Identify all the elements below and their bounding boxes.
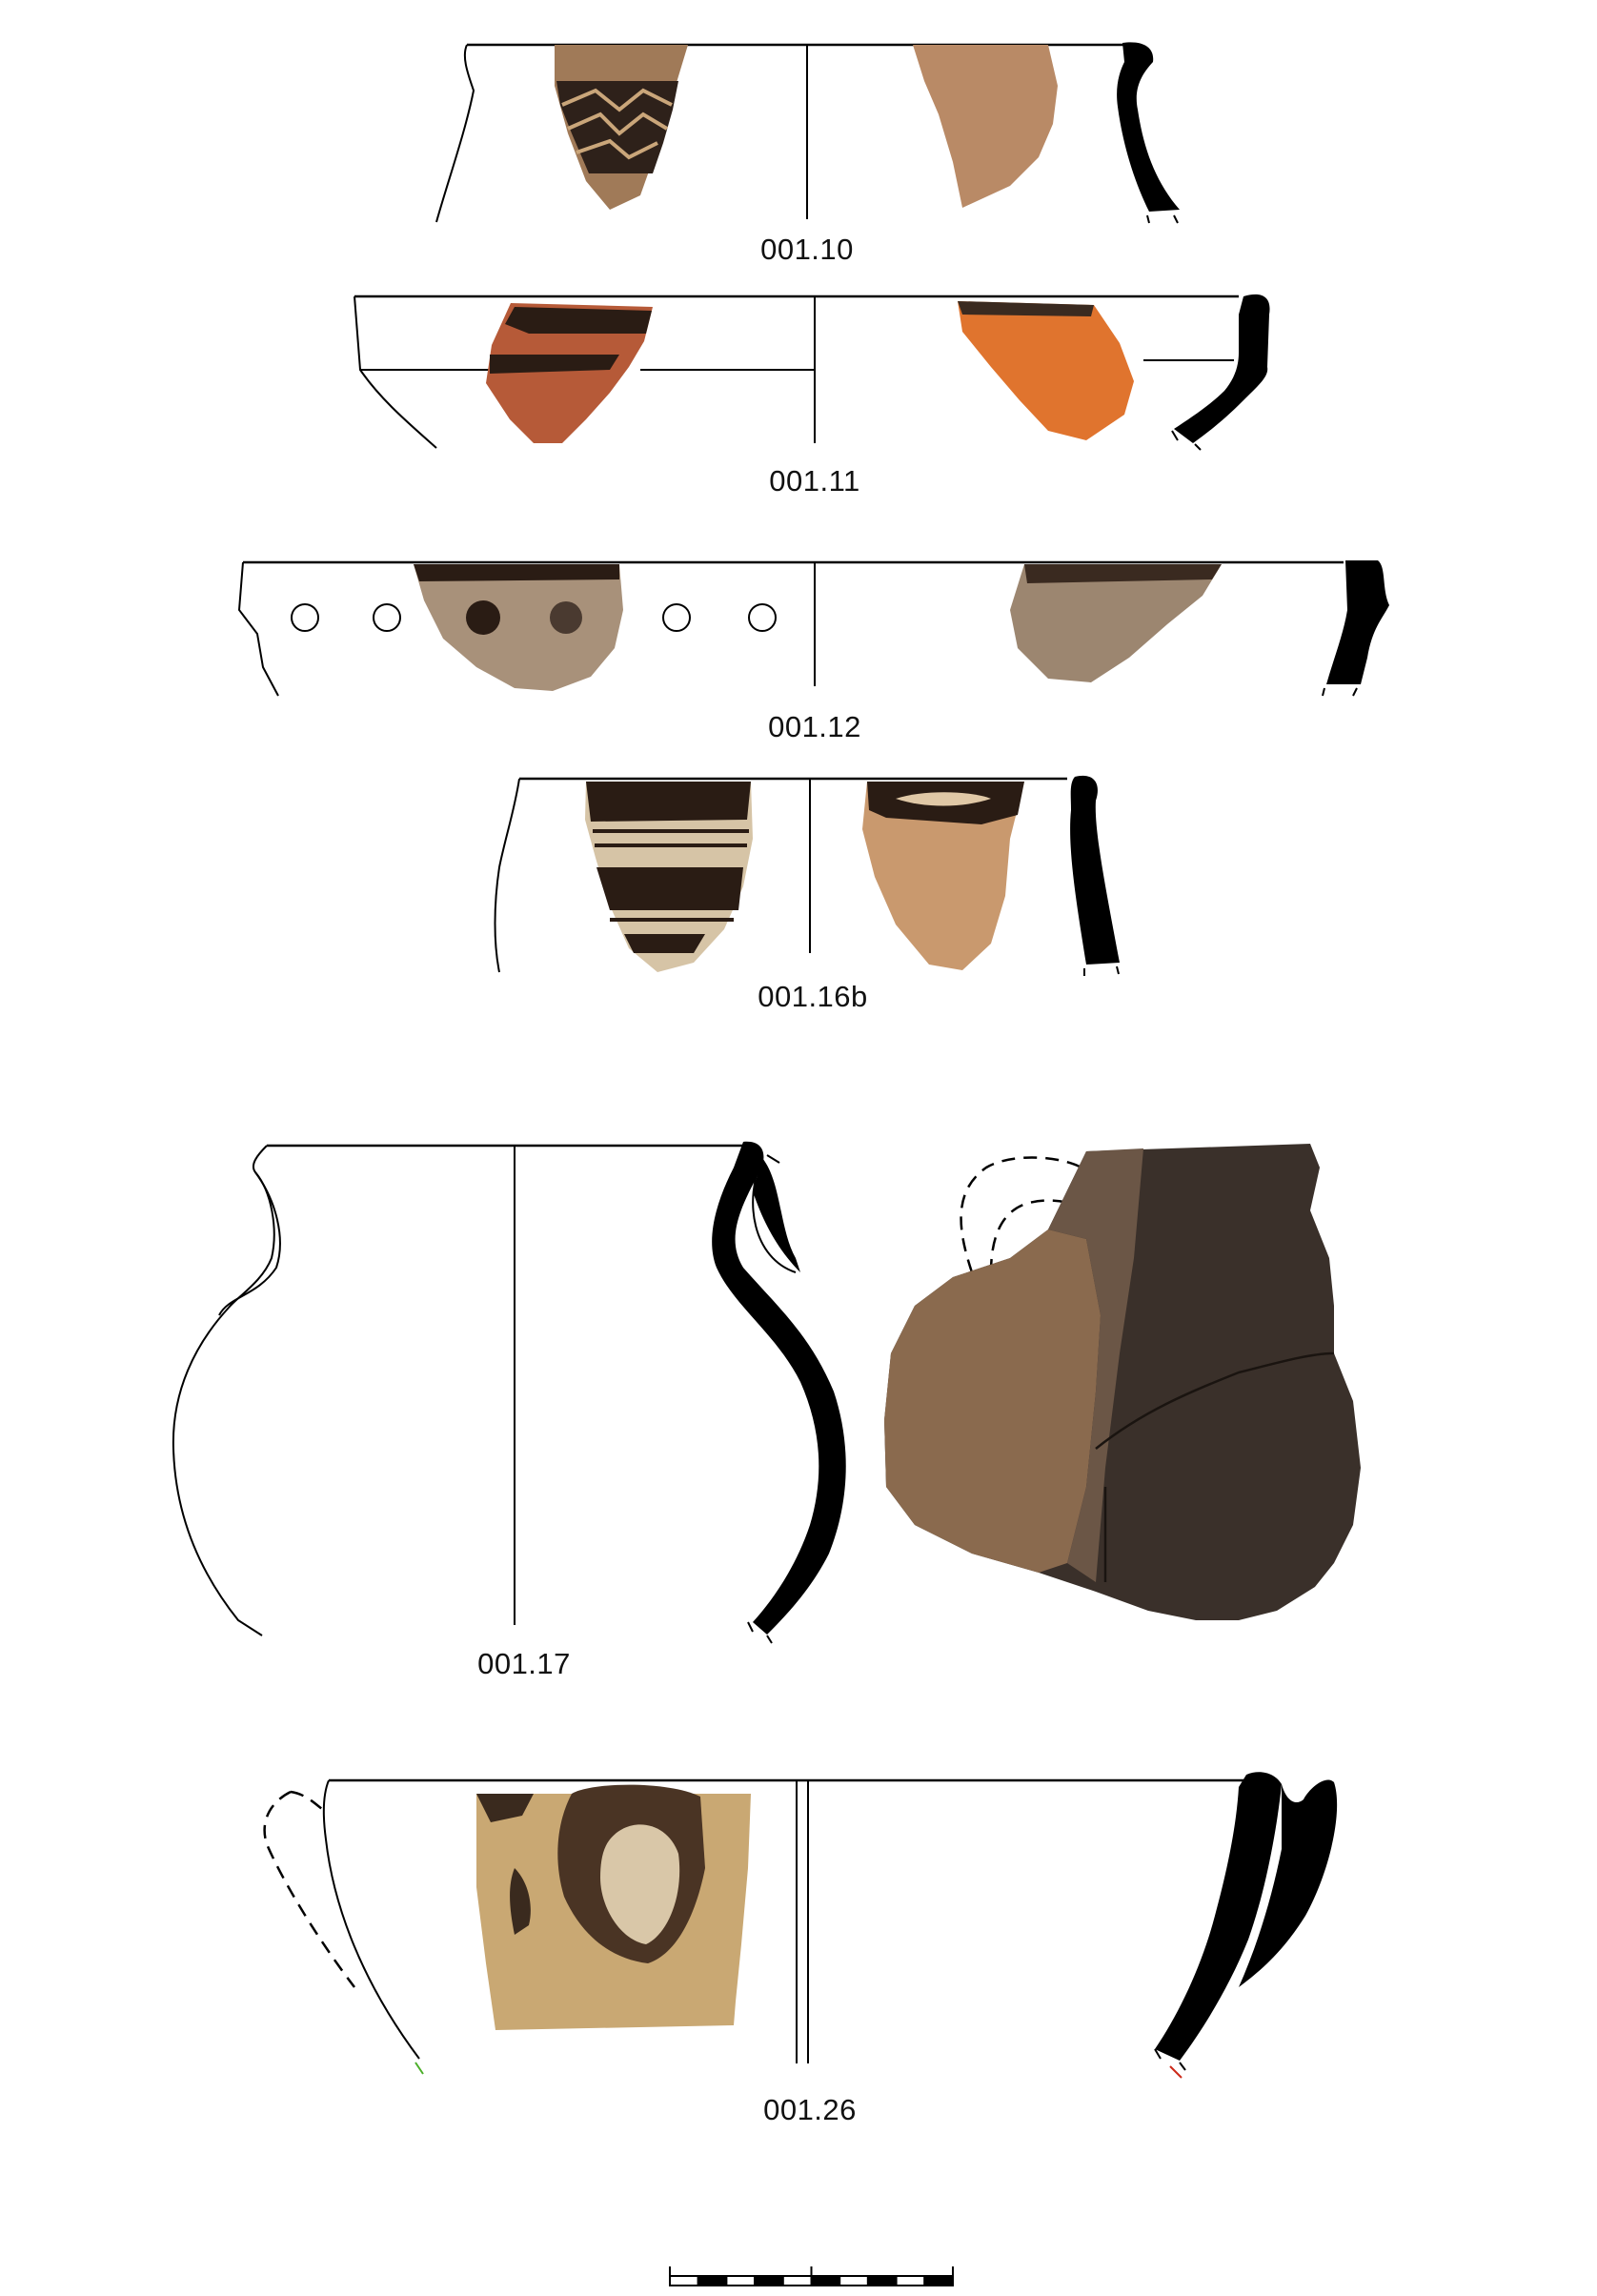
sherd-photo-interior [1010,564,1222,682]
vessel-drawing-001-12 [237,560,1389,697]
sherd-photo-mid-patch [1048,1148,1143,1582]
axis-line-double [796,1780,809,2063]
perforation-hole [291,603,319,632]
scale-bar-segment [923,2275,954,2286]
break-marks [1146,214,1179,224]
vessel-drawing-001-26 [263,1772,1338,2079]
handle-light-shading [600,1824,680,1944]
profile-outline [435,44,475,223]
painted-band-dark [586,782,751,953]
perforation-hole [748,603,777,632]
profile-outline [322,1779,420,2060]
vessel-drawing-001-10 [435,42,1180,224]
painted-lines [593,829,749,922]
sherd-photo-interior [862,782,1024,970]
catalogue-label-001-10: 001.10 [760,233,854,266]
catalogue-label-001-17: 001.17 [477,1647,571,1680]
perforations [291,603,777,632]
catalogue-label-001-11: 001.11 [769,464,860,498]
sherd-photo-exterior [414,564,623,691]
profile-section [1070,775,1120,965]
vessel-drawing-001-16b [494,775,1120,976]
neck-outline-outer [218,1145,281,1316]
profile-section [1117,42,1180,212]
profile-section [712,1141,846,1635]
handle-section [753,1158,800,1272]
painted-zigzag [561,88,673,160]
painted-stroke [476,1794,534,1935]
profile-section [1326,560,1389,684]
scale-bar-segment [697,2275,728,2286]
scale-bar-segment [725,2275,757,2286]
catalogue-label-001-16b: 001.16b [758,980,868,1013]
break-marks [1154,2048,1186,2071]
profile-section [1174,294,1270,443]
break-marks [1171,430,1202,451]
scale-bar-segment [781,2275,813,2286]
perforation-dark [550,601,582,634]
perforation-dark [466,600,500,635]
handle-reconstruction-dashed [263,1790,355,1988]
profile-outline [237,561,279,697]
scale-bar-segment [669,2275,699,2286]
profile-outline [494,778,520,973]
perforation-hole [373,603,401,632]
body-outline [172,1307,263,1636]
break-marks [747,1621,773,1644]
scale-bar-icon [669,2266,954,2286]
break-mark-green [414,2062,424,2075]
fracture-lines [1095,1351,1335,1582]
scale-bar-segment [839,2275,869,2286]
vessel-drawing-001-17 [172,1141,1361,1644]
perforation-hole [662,603,691,632]
scale-bar-segment [810,2275,841,2286]
interior-dark-band [1024,564,1222,583]
break-mark-red [1169,2065,1183,2079]
neck-outline-inner [228,1171,275,1309]
handle-section [1239,1779,1338,1987]
sherd-photo-light-patch [884,1229,1101,1573]
catalogue-label-001-12: 001.12 [768,710,861,743]
painted-bands [490,307,652,374]
sherd-photo-interior [913,45,1058,208]
scale-bar-segment [866,2275,898,2286]
sherd-photo-exterior [486,303,653,443]
break-marks [1083,965,1120,976]
scale-bar-segment [895,2275,926,2286]
profile-outline [354,295,437,449]
catalogue-label-001-26: 001.26 [763,2093,857,2126]
vessel-drawing-001-11 [354,294,1270,451]
sherd-photo-interior [958,301,1134,440]
painted-rim-band [414,564,619,581]
break-marks [1322,687,1358,697]
profile-section [1155,1772,1282,2061]
interior-reserved-patch [896,792,991,806]
interior-dark-edge [958,301,1094,316]
reconstructed-handle-dashed [960,1156,1087,1273]
scale-bar-segment [754,2275,784,2286]
